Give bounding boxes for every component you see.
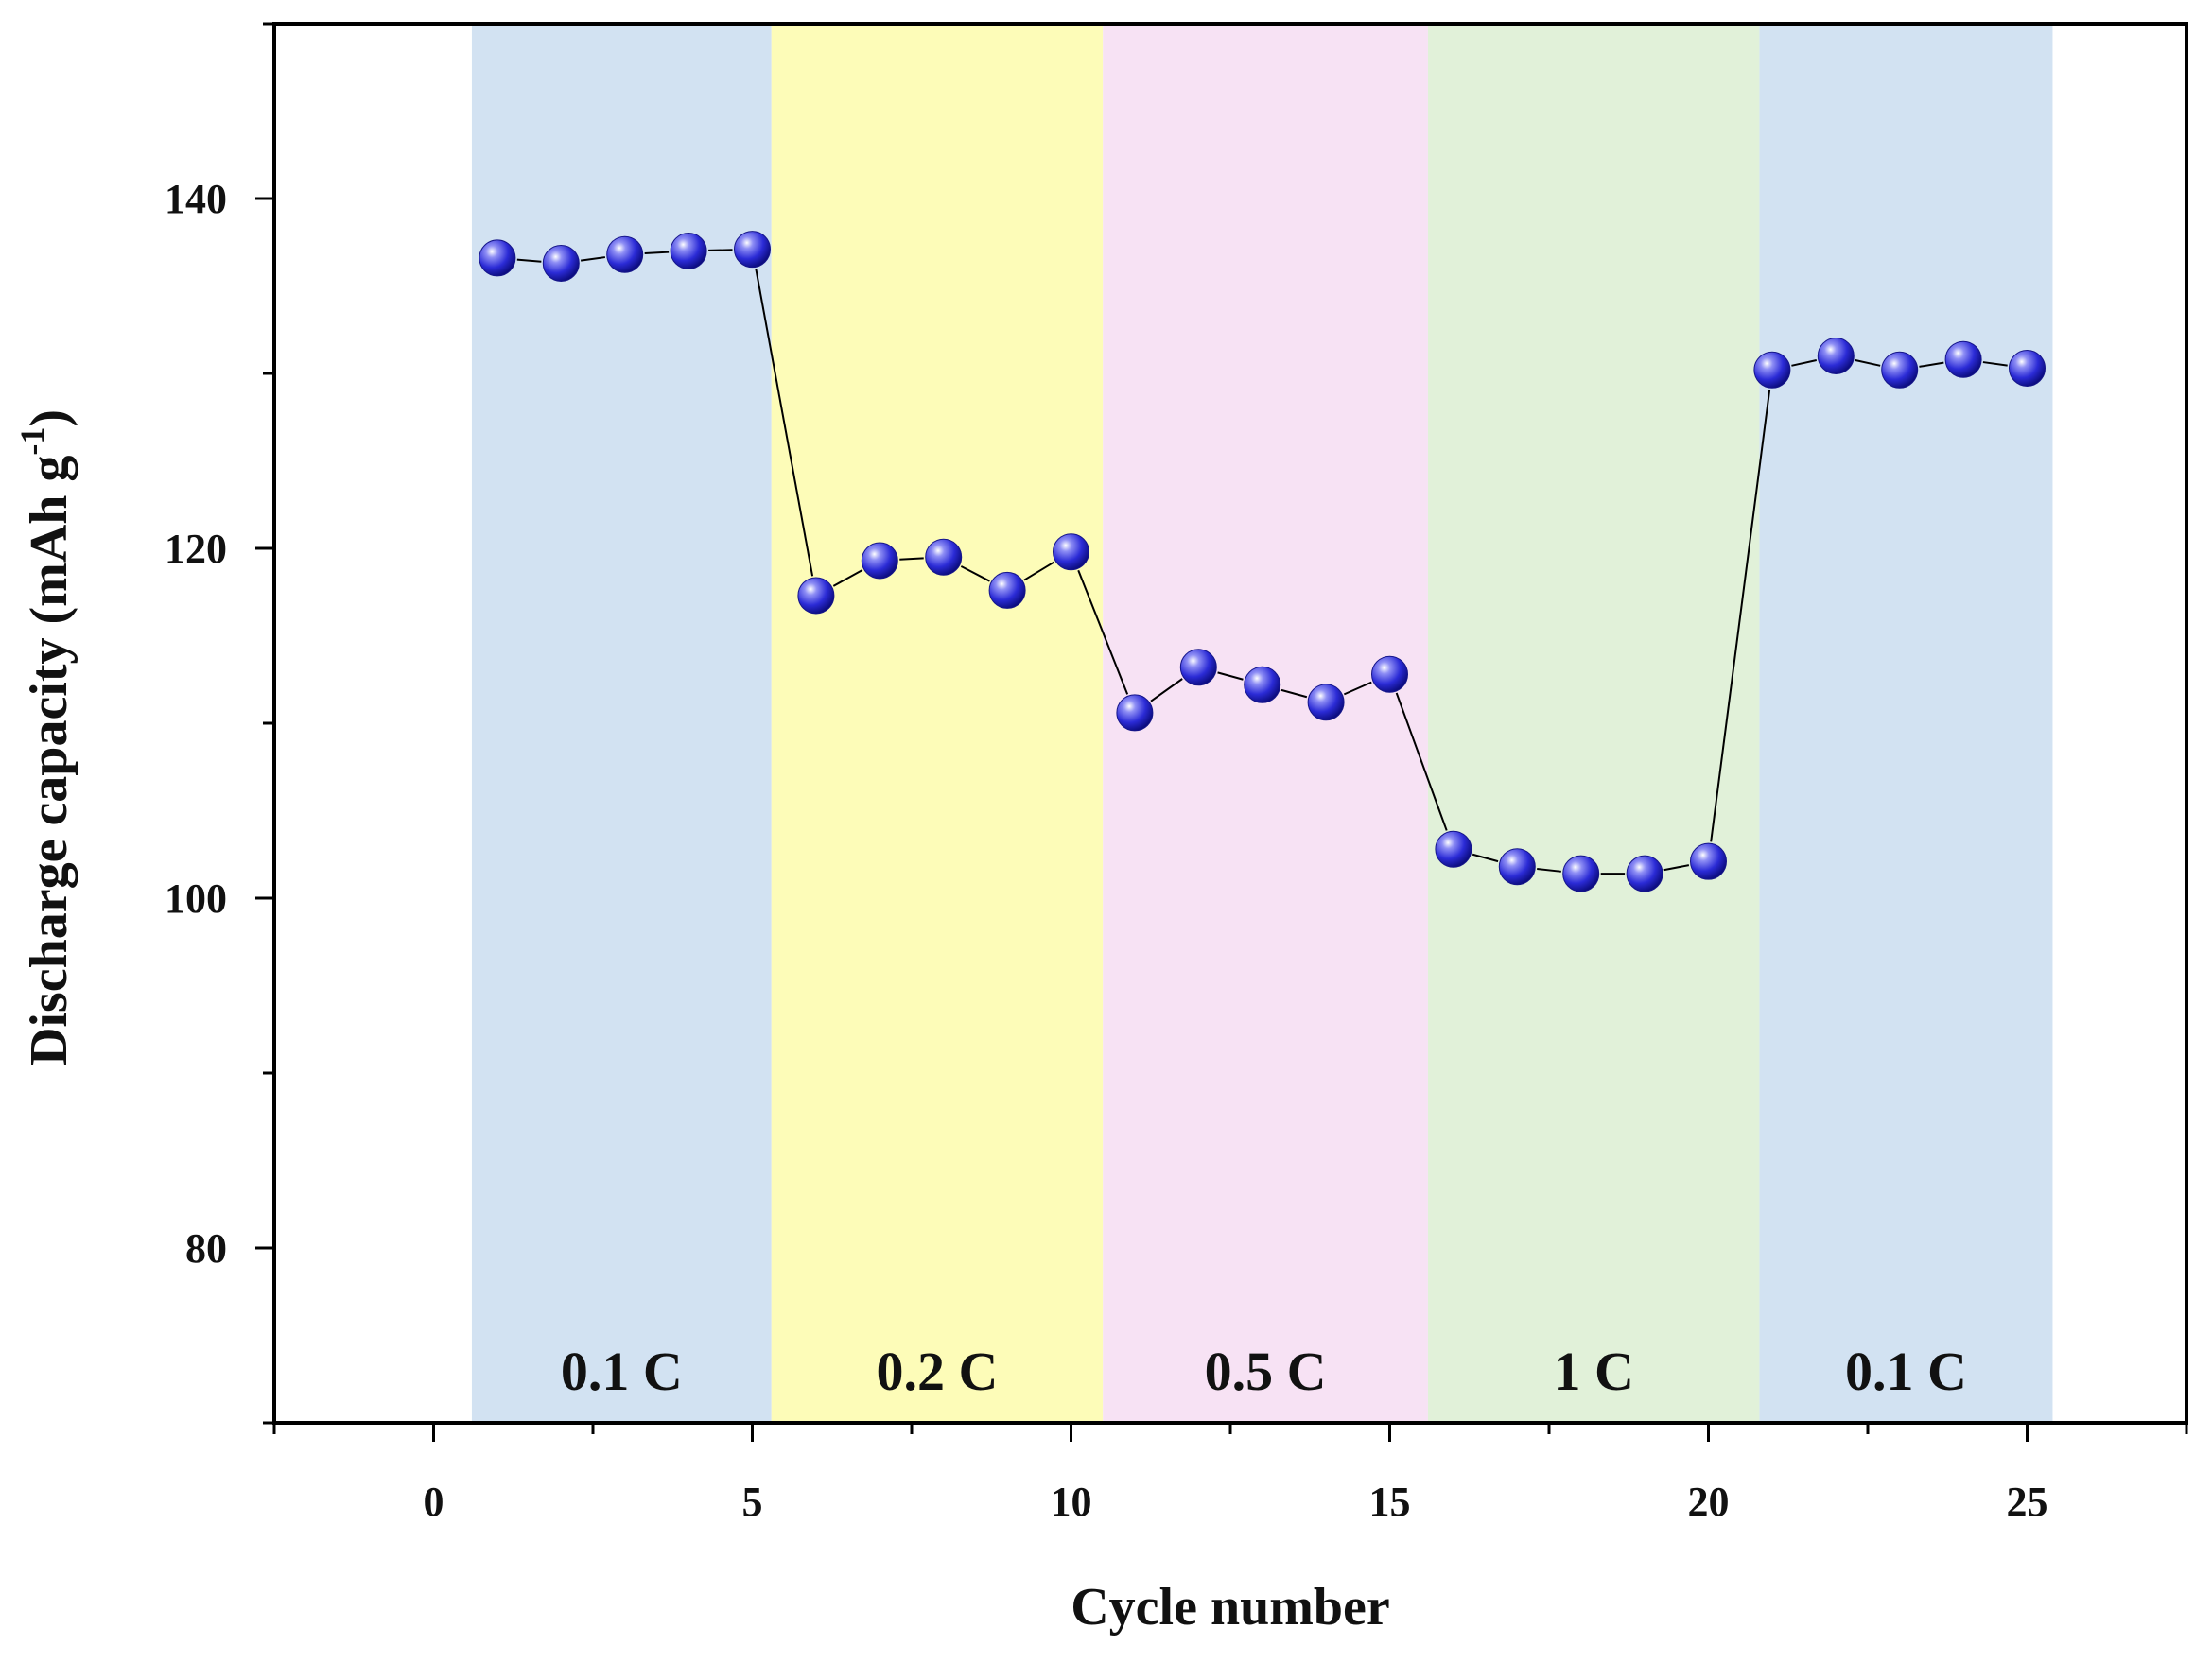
series-line-segment [516,258,542,263]
rate-band-1 [771,24,1104,1423]
x-tick-label: 0 [424,1479,444,1525]
series-line-segment [1395,692,1448,831]
rate-band-0 [471,24,772,1423]
x-tick-label: 25 [2007,1479,2048,1525]
data-point [1371,655,1408,693]
series-line-segment [832,569,863,587]
data-point [1626,855,1663,892]
series-line-segment [1280,688,1308,699]
y-tick-label: 140 [165,176,227,222]
y-axis-title-main: Discharge capacity (mAh g [20,456,78,1065]
data-point [1881,351,1919,389]
data-point [1498,848,1536,886]
series-line-segment [1217,671,1244,681]
data-point [861,542,898,580]
data-point [1690,842,1727,880]
data-point [925,538,963,576]
series-line-segment [1663,864,1690,872]
series-line-segment [1791,359,1818,367]
series-line-segment [1855,359,1881,367]
data-point [479,239,516,277]
rate-band-3 [1427,24,1760,1423]
data-point [1753,351,1791,389]
series-line-segment [1537,867,1561,873]
series-line-segment [708,249,733,251]
series-line-segment [755,269,814,577]
rate-band-2 [1103,24,1428,1423]
data-point [1435,830,1472,868]
rate-bands: 0.1 C 0.2 C 0.5 C 1 C 0.1 C [471,24,2053,1423]
series-line-segment [1343,681,1372,696]
y-axis-title: Discharge capacity (mAh g-1) [13,409,78,1065]
x-axis-ticks: 0 5 10 15 20 25 [272,1423,2188,1525]
rate-band-label: 0.1 C [1845,1341,1967,1402]
y-tick-label: 80 [185,1225,227,1272]
data-point [1817,338,1855,374]
data-point [1244,666,1281,703]
data-point [988,571,1026,609]
data-point [2009,349,2046,387]
series-line-segment [1077,569,1129,695]
rate-band-4 [1759,24,2053,1423]
data-point [734,231,771,269]
data-point [1562,855,1600,892]
data-point [1116,694,1154,732]
series-line-segment [899,557,924,561]
y-axis-title-superscript: -1 [13,427,51,456]
rate-band-label: 1 C [1553,1341,1633,1402]
data-point [606,235,644,273]
series-line-segment [1023,561,1055,581]
data-point [542,244,580,282]
data-point [1944,340,1982,378]
series-line-group [516,249,2008,875]
series-line-segment [1982,361,2008,367]
y-axis-title-close: ) [20,409,78,427]
series-line-segment [1919,361,1944,368]
data-point [797,577,835,615]
x-tick-label: 20 [1688,1479,1730,1525]
data-point [670,233,707,269]
rate-band-label: 0.5 C [1205,1341,1327,1402]
series-line-segment [960,565,990,582]
x-axis-title: Cycle number [1071,1578,1390,1637]
data-point [1307,684,1345,721]
rate-band-label: 0.1 C [561,1341,683,1402]
y-tick-label: 120 [165,526,227,572]
y-axis-ticks: 80 100 120 140 [165,22,274,1425]
series-line-segment [644,251,670,255]
data-point [1179,649,1217,686]
x-tick-label: 15 [1369,1479,1411,1525]
series-line-segment [580,256,606,262]
x-tick-label: 10 [1051,1479,1092,1525]
series-line-segment [1472,853,1499,863]
series-line-segment [1150,678,1183,702]
data-point [1053,533,1089,571]
series-line-segment [1710,389,1771,842]
series-points [479,231,2046,892]
rate-band-label: 0.2 C [877,1341,999,1402]
x-tick-label: 5 [742,1479,763,1525]
y-tick-label: 100 [165,875,227,922]
